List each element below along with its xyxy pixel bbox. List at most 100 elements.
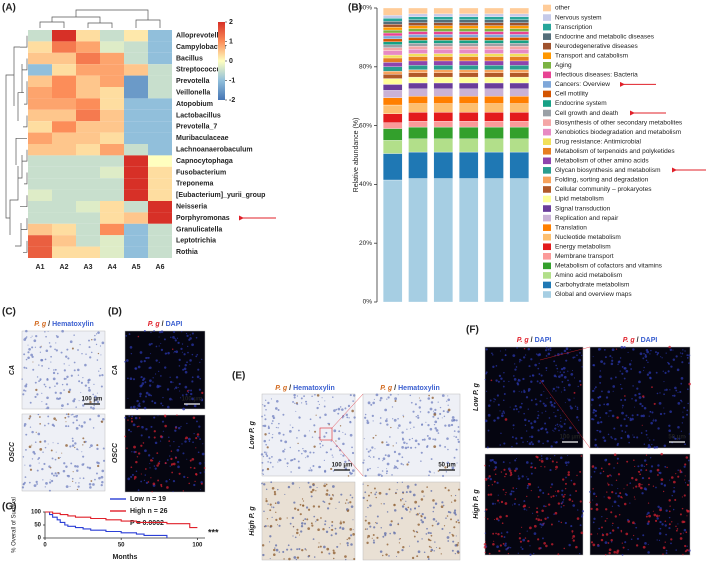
speckle — [569, 405, 572, 408]
speckle — [525, 354, 527, 356]
speckle — [50, 361, 52, 363]
speckle — [370, 491, 372, 494]
row-label: Capnocytophaga — [176, 158, 233, 165]
speckle — [539, 400, 542, 403]
bar-segment — [484, 31, 504, 35]
bar-segment — [383, 90, 403, 98]
speckle — [545, 457, 549, 461]
speckle — [617, 360, 621, 364]
speckle — [597, 347, 601, 351]
bar-segment — [383, 128, 403, 141]
bar-segment — [408, 151, 428, 179]
speckle — [190, 389, 193, 392]
speckle — [350, 505, 354, 508]
speckle — [317, 400, 319, 403]
heatmap-cell — [76, 87, 100, 99]
speckle — [649, 410, 652, 413]
speckle — [614, 376, 617, 379]
column-dendrogram — [39, 9, 161, 28]
speckle — [302, 500, 305, 502]
speckle — [184, 370, 188, 374]
speckle — [153, 416, 156, 419]
bar-segment — [484, 69, 504, 73]
speckle — [268, 541, 271, 543]
speckle — [643, 465, 646, 468]
speckle — [167, 351, 170, 355]
speckle — [316, 406, 319, 410]
speckle — [128, 333, 131, 335]
speckle — [542, 442, 544, 445]
speckle — [267, 426, 271, 430]
heatmap-cell — [100, 98, 124, 110]
speckle — [139, 392, 142, 396]
speckle — [526, 476, 528, 478]
legend-swatch — [543, 233, 551, 241]
speckle — [634, 465, 636, 468]
speckle — [347, 475, 350, 477]
speckle — [444, 466, 447, 469]
heatmap-cell — [124, 223, 148, 236]
speckle — [397, 523, 400, 526]
speckle — [306, 455, 309, 458]
speckle — [188, 440, 191, 443]
speckle — [577, 385, 579, 388]
speckle — [507, 467, 511, 471]
legend-label: Folding, sorting and degradation — [555, 177, 649, 184]
speckle — [24, 390, 27, 392]
speckle — [278, 422, 280, 425]
speckle — [407, 506, 410, 509]
speckle — [657, 464, 660, 467]
speckle — [145, 395, 147, 398]
speckle — [189, 363, 191, 366]
speckle — [680, 382, 683, 385]
bar-segment — [433, 16, 453, 20]
speckle — [557, 553, 560, 556]
speckle — [526, 441, 529, 443]
speckle — [600, 360, 604, 364]
speckle — [150, 353, 152, 355]
speckle — [559, 456, 563, 460]
speckle — [502, 461, 505, 464]
heatmap-cell — [52, 98, 76, 110]
heatmap-cell — [52, 144, 76, 156]
speckle — [261, 461, 264, 464]
bar-segment — [459, 138, 479, 153]
speckle — [278, 431, 281, 435]
speckle — [149, 467, 151, 469]
speckle — [487, 477, 490, 480]
speckle — [396, 556, 398, 558]
speckle — [628, 441, 630, 444]
speckle — [632, 348, 635, 351]
speckle — [286, 462, 289, 465]
speckle — [177, 426, 181, 430]
speckle — [39, 378, 42, 381]
bar-segment — [408, 103, 428, 113]
column-label: A1 — [36, 264, 45, 271]
speckle — [445, 517, 447, 519]
speckle — [392, 445, 394, 447]
heatmap-cell — [76, 155, 100, 167]
speckle — [677, 391, 679, 393]
speckle — [413, 535, 416, 538]
speckle — [184, 440, 187, 443]
speckle — [687, 459, 690, 462]
speckle — [552, 429, 554, 431]
speckle — [48, 465, 51, 468]
speckle — [410, 401, 413, 404]
speckle — [493, 480, 496, 483]
heatmap-cell — [148, 75, 172, 87]
speckle — [485, 371, 488, 374]
speckle — [126, 359, 129, 362]
speckle — [75, 406, 77, 408]
speckle — [426, 444, 429, 447]
speckle — [25, 433, 28, 436]
speckle — [174, 350, 176, 353]
speckle — [608, 410, 611, 412]
speckle — [544, 422, 547, 425]
bar-segment — [509, 103, 529, 113]
speckle — [662, 490, 665, 493]
speckle — [493, 401, 495, 403]
speckle — [100, 483, 103, 487]
bar-segment — [383, 62, 403, 67]
speckle — [576, 517, 580, 520]
